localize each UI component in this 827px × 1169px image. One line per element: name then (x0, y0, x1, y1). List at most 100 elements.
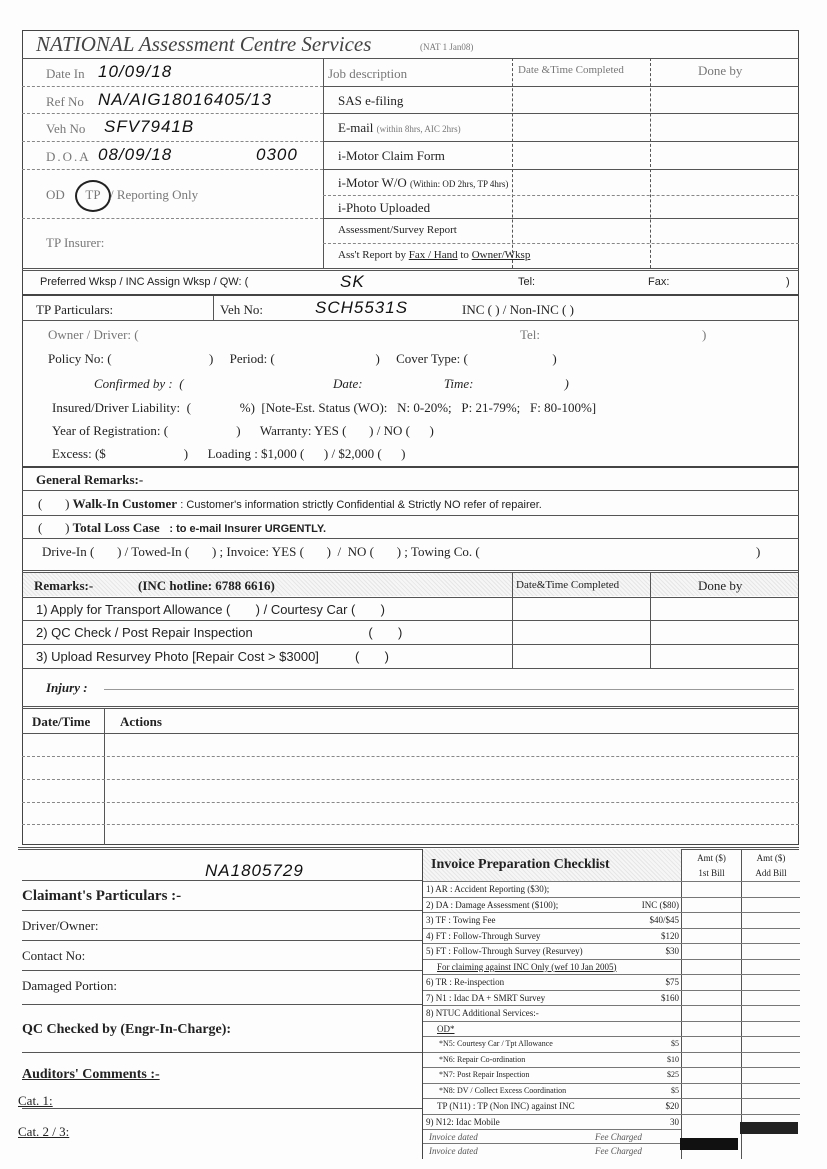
auditors-comments-label: Auditors' Comments :- (22, 1067, 160, 1082)
invoice-item-price: $5 (671, 1085, 679, 1095)
cat-2-3-label: Cat. 2 / 3: (18, 1124, 70, 1139)
done-by-header: Done by (698, 63, 743, 78)
invoice-checklist-title: Invoice Preparation Checklist (431, 857, 610, 872)
invoice-dated-label: Invoice dated (429, 1146, 478, 1156)
invoice-item-label: 4) FT : Follow-Through Survey (426, 930, 541, 941)
job-assessment-report: Assessment/Survey Report (338, 224, 457, 236)
invoice-item: *N5: Courtesy Car / Tpt Allowance $5 (423, 1036, 800, 1053)
invoice-item: OD* (423, 1020, 800, 1038)
invoice-item-price: 30 (670, 1116, 679, 1127)
wksp-tel-label: Tel: (518, 276, 536, 288)
amt-add-bill-header: Amt ($) Add Bill (755, 853, 787, 878)
invoice-item: 2) DA : Damage Assessment ($100); INC ($8… (423, 896, 800, 914)
injury-label: Injury : (46, 680, 88, 695)
remarks-date-completed-header: Date&Time Completed (516, 579, 620, 591)
invoice-item-label: *N5: Courtesy Car / Tpt Allowance (439, 1039, 553, 1048)
tp-insurer-label: TP Insurer: (46, 235, 105, 250)
invoice-item: For claiming against INC Only (wef 10 Ja… (423, 958, 800, 976)
invoice-item-price: $160 (661, 992, 679, 1003)
invoice-item-label: TP (N11) : TP (Non INC) against INC (437, 1101, 575, 1111)
tp-policy-row: Policy No: ( ) Period: ( ) Cover Type: (… (48, 351, 557, 366)
invoice-item-label: 8) NTUC Additional Services:- (426, 1008, 539, 1018)
invoice-item-price: $10 (667, 1054, 679, 1064)
scan-artifact (740, 1122, 798, 1134)
wksp-fax-label: Fax: (648, 276, 670, 288)
amt-1st-bill-header: Amt ($) 1st Bill (697, 853, 726, 878)
invoice-item-label: 9) N12: Idac Mobile (426, 1116, 500, 1127)
remarks-item-1: 1) Apply for Transport Allowance ( ) / C… (36, 602, 385, 617)
invoice-dated-row: Invoice dated Fee Charged (423, 1143, 681, 1158)
invoice-item: 9) N12: Idac Mobile 30 (423, 1113, 800, 1131)
tp-inc-choice: INC ( ) / Non-INC ( ) (462, 302, 574, 317)
invoice-item-price: $25 (667, 1070, 679, 1079)
invoice-item-label: 7) N1 : Idac DA + SMRT Survey (426, 992, 546, 1003)
invoice-item-price: $75 (665, 977, 680, 987)
general-remarks-label: General Remarks:- (36, 472, 144, 487)
tp-particulars-label: TP Particulars: (36, 302, 114, 317)
invoice-item: 6) TR : Re-inspection $75 (423, 974, 800, 991)
date-in-label: Date In (46, 66, 85, 81)
form-title: NATIONAL Assessment Centre Services (36, 32, 372, 56)
scan-artifact (680, 1138, 738, 1150)
od-label: OD (46, 187, 65, 202)
reporting-only-label: / Reporting Only (110, 187, 199, 202)
doa-value: 08/09/18 (98, 145, 173, 164)
invoice-item: TP (N11) : TP (Non INC) against INC $20 (423, 1098, 800, 1115)
invoice-item-label: *N6: Repair Co-ordination (439, 1054, 526, 1064)
invoice-item: *N6: Repair Co-ordination $10 (423, 1051, 800, 1069)
invoice-item-label: For claiming against INC Only (wef 10 Ja… (437, 961, 617, 972)
cat-1-label: Cat. 1: (18, 1093, 53, 1108)
doa-time: 0300 (256, 145, 298, 164)
claimant-particulars-title: Claimant's Particulars :- (22, 888, 182, 904)
inc-hotline: (INC hotline: 6788 6616) (138, 578, 275, 593)
invoice-item-price: INC ($80) (641, 899, 679, 910)
invoice-dated-row: Invoice dated Fee Charged (423, 1129, 681, 1144)
invoice-item-label: 5) FT : Follow-Through Survey (Resurvey) (426, 946, 583, 956)
remarks-item-3: 3) Upload Resurvey Photo [Repair Cost > … (36, 649, 389, 664)
remarks-item-2: 2) QC Check / Post Repair Inspection ( ) (36, 625, 403, 640)
contact-no-label: Contact No: (22, 948, 86, 963)
job-email: E-mail (within 8hrs, AIC 2hrs) (338, 120, 461, 135)
ref-no-value: NA/AIG18016405/13 (98, 90, 272, 109)
tp-circled: TP (75, 180, 111, 212)
invoice-item-price: $30 (665, 946, 680, 956)
date-time-completed-header: Date &Time Completed (518, 64, 624, 76)
invoice-item: 5) FT : Follow-Through Survey (Resurvey)… (423, 943, 800, 960)
invoice-item-price: $20 (665, 1101, 680, 1111)
job-iphoto-uploaded: i-Photo Uploaded (338, 200, 431, 215)
tp-owner-driver: Owner / Driver: ( (48, 327, 139, 342)
fee-charged-label: Fee Charged (595, 1146, 642, 1156)
tp-veh-no-label: Veh No: (220, 302, 263, 317)
job-report-delivery: Ass't Report by Fax / Hand to Owner/Wksp (338, 249, 531, 261)
preferred-wksp-value: SK (340, 272, 365, 291)
invoice-item-label: *N8: DV / Collect Excess Coordination (439, 1085, 567, 1095)
invoice-checklist: Invoice Preparation Checklist Amt ($) 1st… (422, 849, 800, 1159)
actions-header: Actions (120, 714, 162, 729)
total-loss-row: ( ) Total Loss Case : to e-mail Insurer … (38, 520, 327, 535)
ref-no-label: Ref No (46, 94, 84, 109)
fee-charged-label: Fee Charged (595, 1132, 642, 1142)
invoice-item-price: $120 (661, 930, 679, 941)
invoice-item-label: 2) DA : Damage Assessment ($100); (426, 899, 559, 910)
veh-no-label: Veh No (46, 121, 86, 136)
date-time-header: Date/Time (32, 714, 91, 729)
invoice-item: 1) AR : Accident Reporting ($30); (423, 881, 800, 898)
job-imotor-claim-form: i-Motor Claim Form (338, 148, 445, 163)
driver-owner-label: Driver/Owner: (22, 918, 99, 933)
invoice-item-price: $5 (671, 1039, 679, 1048)
preferred-wksp-label: Preferred Wksp / INC Assign Wksp / QW: ( (40, 276, 249, 288)
tp-confirmed-row: Confirmed by : ( Date: Time: ) (94, 376, 569, 391)
claim-reference-handwritten: NA1805729 (205, 861, 304, 880)
invoice-item: *N7: Post Repair Inspection $25 (423, 1067, 800, 1084)
form-code: (NAT 1 Jan08) (420, 42, 474, 52)
job-description-header: Job description (328, 66, 408, 81)
invoice-item-label: 3) TF : Towing Fee (426, 915, 496, 925)
tp-liability-row: Insured/Driver Liability: ( %) [Note-Est… (52, 400, 597, 415)
invoice-item: *N8: DV / Collect Excess Coordination $5 (423, 1082, 800, 1100)
invoice-item-label: 6) TR : Re-inspection (426, 977, 505, 987)
wksp-close-paren: ) (786, 276, 790, 288)
tp-registration-row: Year of Registration: ( ) Warranty: YES … (52, 423, 434, 438)
invoice-dated-label: Invoice dated (429, 1132, 478, 1142)
invoice-item: 3) TF : Towing Fee $40/$45 (423, 912, 800, 929)
job-sas-efiling: SAS e-filing (338, 93, 404, 108)
